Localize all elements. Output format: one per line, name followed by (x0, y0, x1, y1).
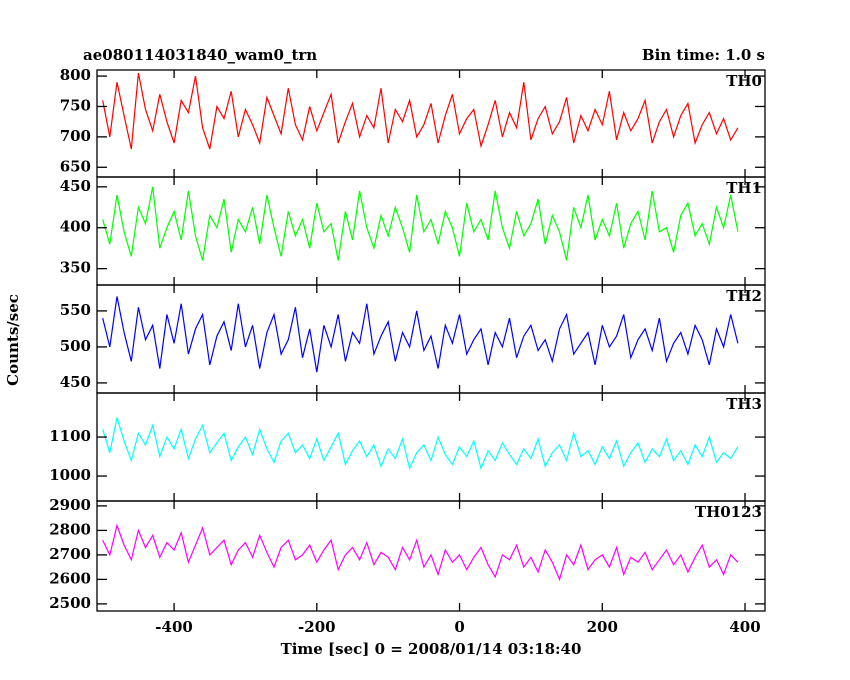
x-tick-label: 0 (454, 618, 464, 636)
chart-subtitle: Bin time: 1.0 s (642, 46, 765, 64)
chart-title: ae080114031840_wam0_trn (83, 46, 317, 64)
y-tick-label: 500 (60, 337, 91, 355)
y-tick-label: 450 (60, 373, 91, 391)
y-tick-label: 1100 (49, 427, 91, 445)
x-tick-label: -400 (155, 618, 193, 636)
y-tick-label: 1000 (49, 466, 91, 484)
series-line (102, 417, 739, 471)
y-tick-label: 2600 (49, 569, 91, 587)
series-label: TH1 (726, 179, 762, 197)
y-tick-label: 2700 (49, 545, 91, 563)
y-tick-label: 800 (60, 66, 91, 84)
y-tick-label: 400 (60, 218, 91, 236)
x-tick-label: 200 (587, 618, 618, 636)
y-tick-label: 2800 (49, 520, 91, 538)
y-tick-label: 2900 (49, 496, 91, 514)
y-tick-label: 700 (60, 127, 91, 145)
x-axis-label: Time [sec] 0 = 2008/01/14 03:18:40 (281, 640, 582, 658)
y-tick-label: 550 (60, 301, 91, 319)
series-line (102, 523, 739, 582)
series-label: TH3 (726, 395, 762, 413)
series-line (102, 186, 739, 261)
series-label: TH0123 (695, 503, 762, 521)
y-tick-label: 450 (60, 177, 91, 195)
series-label: TH2 (726, 287, 762, 305)
panel-frame (96, 500, 766, 612)
y-tick-label: 750 (60, 96, 91, 114)
panel-frame (96, 392, 766, 502)
y-tick-label: 350 (60, 259, 91, 277)
series-line (102, 72, 739, 150)
series-label: TH0 (726, 72, 762, 90)
y-tick-label: 2500 (49, 594, 91, 612)
y-tick-label: 650 (60, 157, 91, 175)
series-line (102, 296, 739, 373)
x-tick-label: 400 (729, 618, 760, 636)
y-axis-label: Counts/sec (4, 294, 22, 386)
panel-frame (96, 284, 766, 394)
panel-frame (96, 176, 766, 286)
x-tick-label: -200 (298, 618, 336, 636)
